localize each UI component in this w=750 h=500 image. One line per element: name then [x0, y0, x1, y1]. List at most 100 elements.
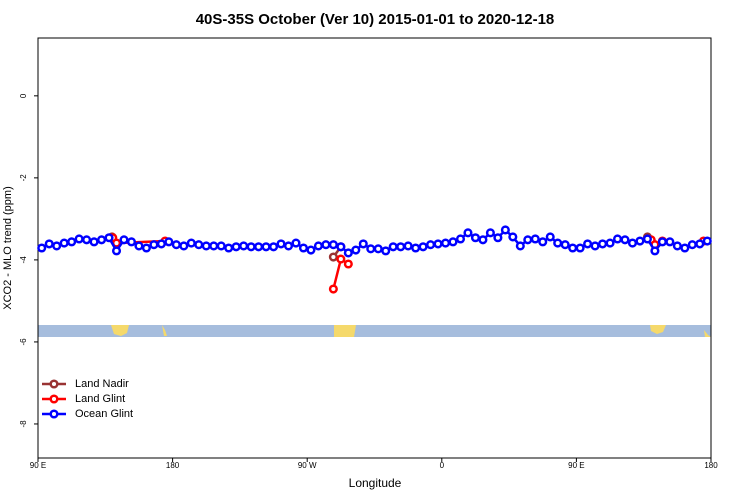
data-point — [590, 241, 600, 251]
data-point — [59, 238, 69, 248]
data-point — [328, 240, 338, 250]
data-point — [515, 241, 525, 251]
data-point — [470, 233, 481, 243]
data-point — [261, 242, 271, 252]
data-point — [508, 232, 518, 242]
data-point — [381, 246, 391, 256]
data-point — [463, 228, 473, 238]
data-point — [493, 233, 503, 243]
data-point — [418, 242, 428, 252]
y-axis-label: XCO2 - MLO trend (ppm) — [2, 186, 14, 309]
data-point — [575, 243, 585, 253]
data-point — [186, 238, 196, 248]
data-point — [695, 239, 705, 249]
data-point — [545, 232, 555, 242]
data-point — [231, 242, 241, 252]
data-point — [358, 239, 368, 249]
x-tick-label: 180 — [704, 461, 718, 470]
data-point — [156, 239, 166, 249]
data-point — [478, 235, 488, 245]
x-tick-label: 180 — [166, 461, 180, 470]
data-point — [440, 238, 451, 248]
data-point — [201, 241, 211, 251]
data-point — [583, 239, 593, 249]
legend-marker — [49, 379, 59, 389]
data-point — [194, 240, 204, 250]
data-point — [433, 239, 443, 249]
data-point — [111, 246, 122, 256]
data-point — [598, 239, 608, 249]
data-point — [246, 242, 256, 252]
data-point — [680, 243, 690, 253]
data-point — [620, 235, 630, 245]
data-point — [321, 240, 331, 250]
data-point — [82, 235, 92, 245]
data-point — [343, 259, 353, 269]
data-point — [343, 248, 353, 258]
data-point — [306, 245, 316, 255]
data-point — [141, 243, 151, 253]
data-point — [388, 242, 398, 252]
chart-title: 40S-35S October (Ver 10) 2015-01-01 to 2… — [196, 11, 555, 28]
data-point — [687, 240, 697, 250]
data-point — [313, 241, 323, 251]
data-point — [328, 284, 338, 294]
legend-marker — [49, 394, 59, 404]
data-point — [396, 242, 406, 252]
data-point — [351, 245, 361, 255]
legend: Land Nadir Land Glint Ocean Glint — [42, 378, 133, 420]
x-tick-label: 0 — [440, 461, 445, 470]
data-point — [605, 238, 615, 248]
data-point — [328, 252, 338, 262]
data-point — [635, 236, 645, 246]
data-point — [37, 243, 47, 253]
y-tick-label: 0 — [19, 93, 28, 98]
data-point — [336, 242, 346, 252]
data-point — [179, 241, 189, 251]
data-point — [164, 237, 174, 247]
data-point — [224, 243, 234, 253]
data-point — [298, 243, 309, 253]
data-point — [89, 237, 99, 247]
data-point — [455, 234, 466, 244]
data-point — [52, 241, 62, 251]
x-axis-label: Longitude — [349, 476, 402, 490]
x-tick-label: 90 E — [568, 461, 584, 470]
data-point — [538, 237, 548, 247]
y-tick-label: -8 — [19, 420, 28, 428]
data-point — [642, 234, 652, 244]
data-point — [209, 241, 219, 251]
data-point — [411, 243, 421, 253]
x-tick-label: 90 W — [298, 461, 317, 470]
legend-marker — [49, 409, 59, 419]
y-tick-label: -6 — [19, 338, 28, 346]
data-point — [665, 237, 675, 247]
data-point — [553, 238, 563, 248]
data-point — [568, 243, 578, 253]
data-point — [530, 234, 540, 244]
data-point — [126, 237, 137, 247]
data-point — [612, 234, 623, 244]
data-point — [239, 241, 249, 251]
data-point — [672, 241, 682, 251]
data-point — [134, 241, 144, 251]
data-point — [403, 241, 413, 251]
data-point — [67, 237, 77, 247]
data-point — [366, 244, 376, 254]
data-point — [269, 242, 279, 252]
data-point — [336, 254, 346, 264]
data-point — [448, 237, 458, 247]
data-point — [119, 235, 129, 245]
data-point — [523, 235, 533, 245]
legend-label: Land Glint — [75, 393, 125, 405]
data-point — [283, 241, 294, 251]
data-point — [104, 233, 114, 243]
data-point — [657, 237, 667, 247]
data-point — [702, 236, 712, 246]
data-point — [560, 240, 570, 250]
data-point — [254, 242, 264, 252]
data-point — [171, 240, 181, 250]
data-point — [216, 241, 226, 251]
data-point — [276, 239, 286, 249]
